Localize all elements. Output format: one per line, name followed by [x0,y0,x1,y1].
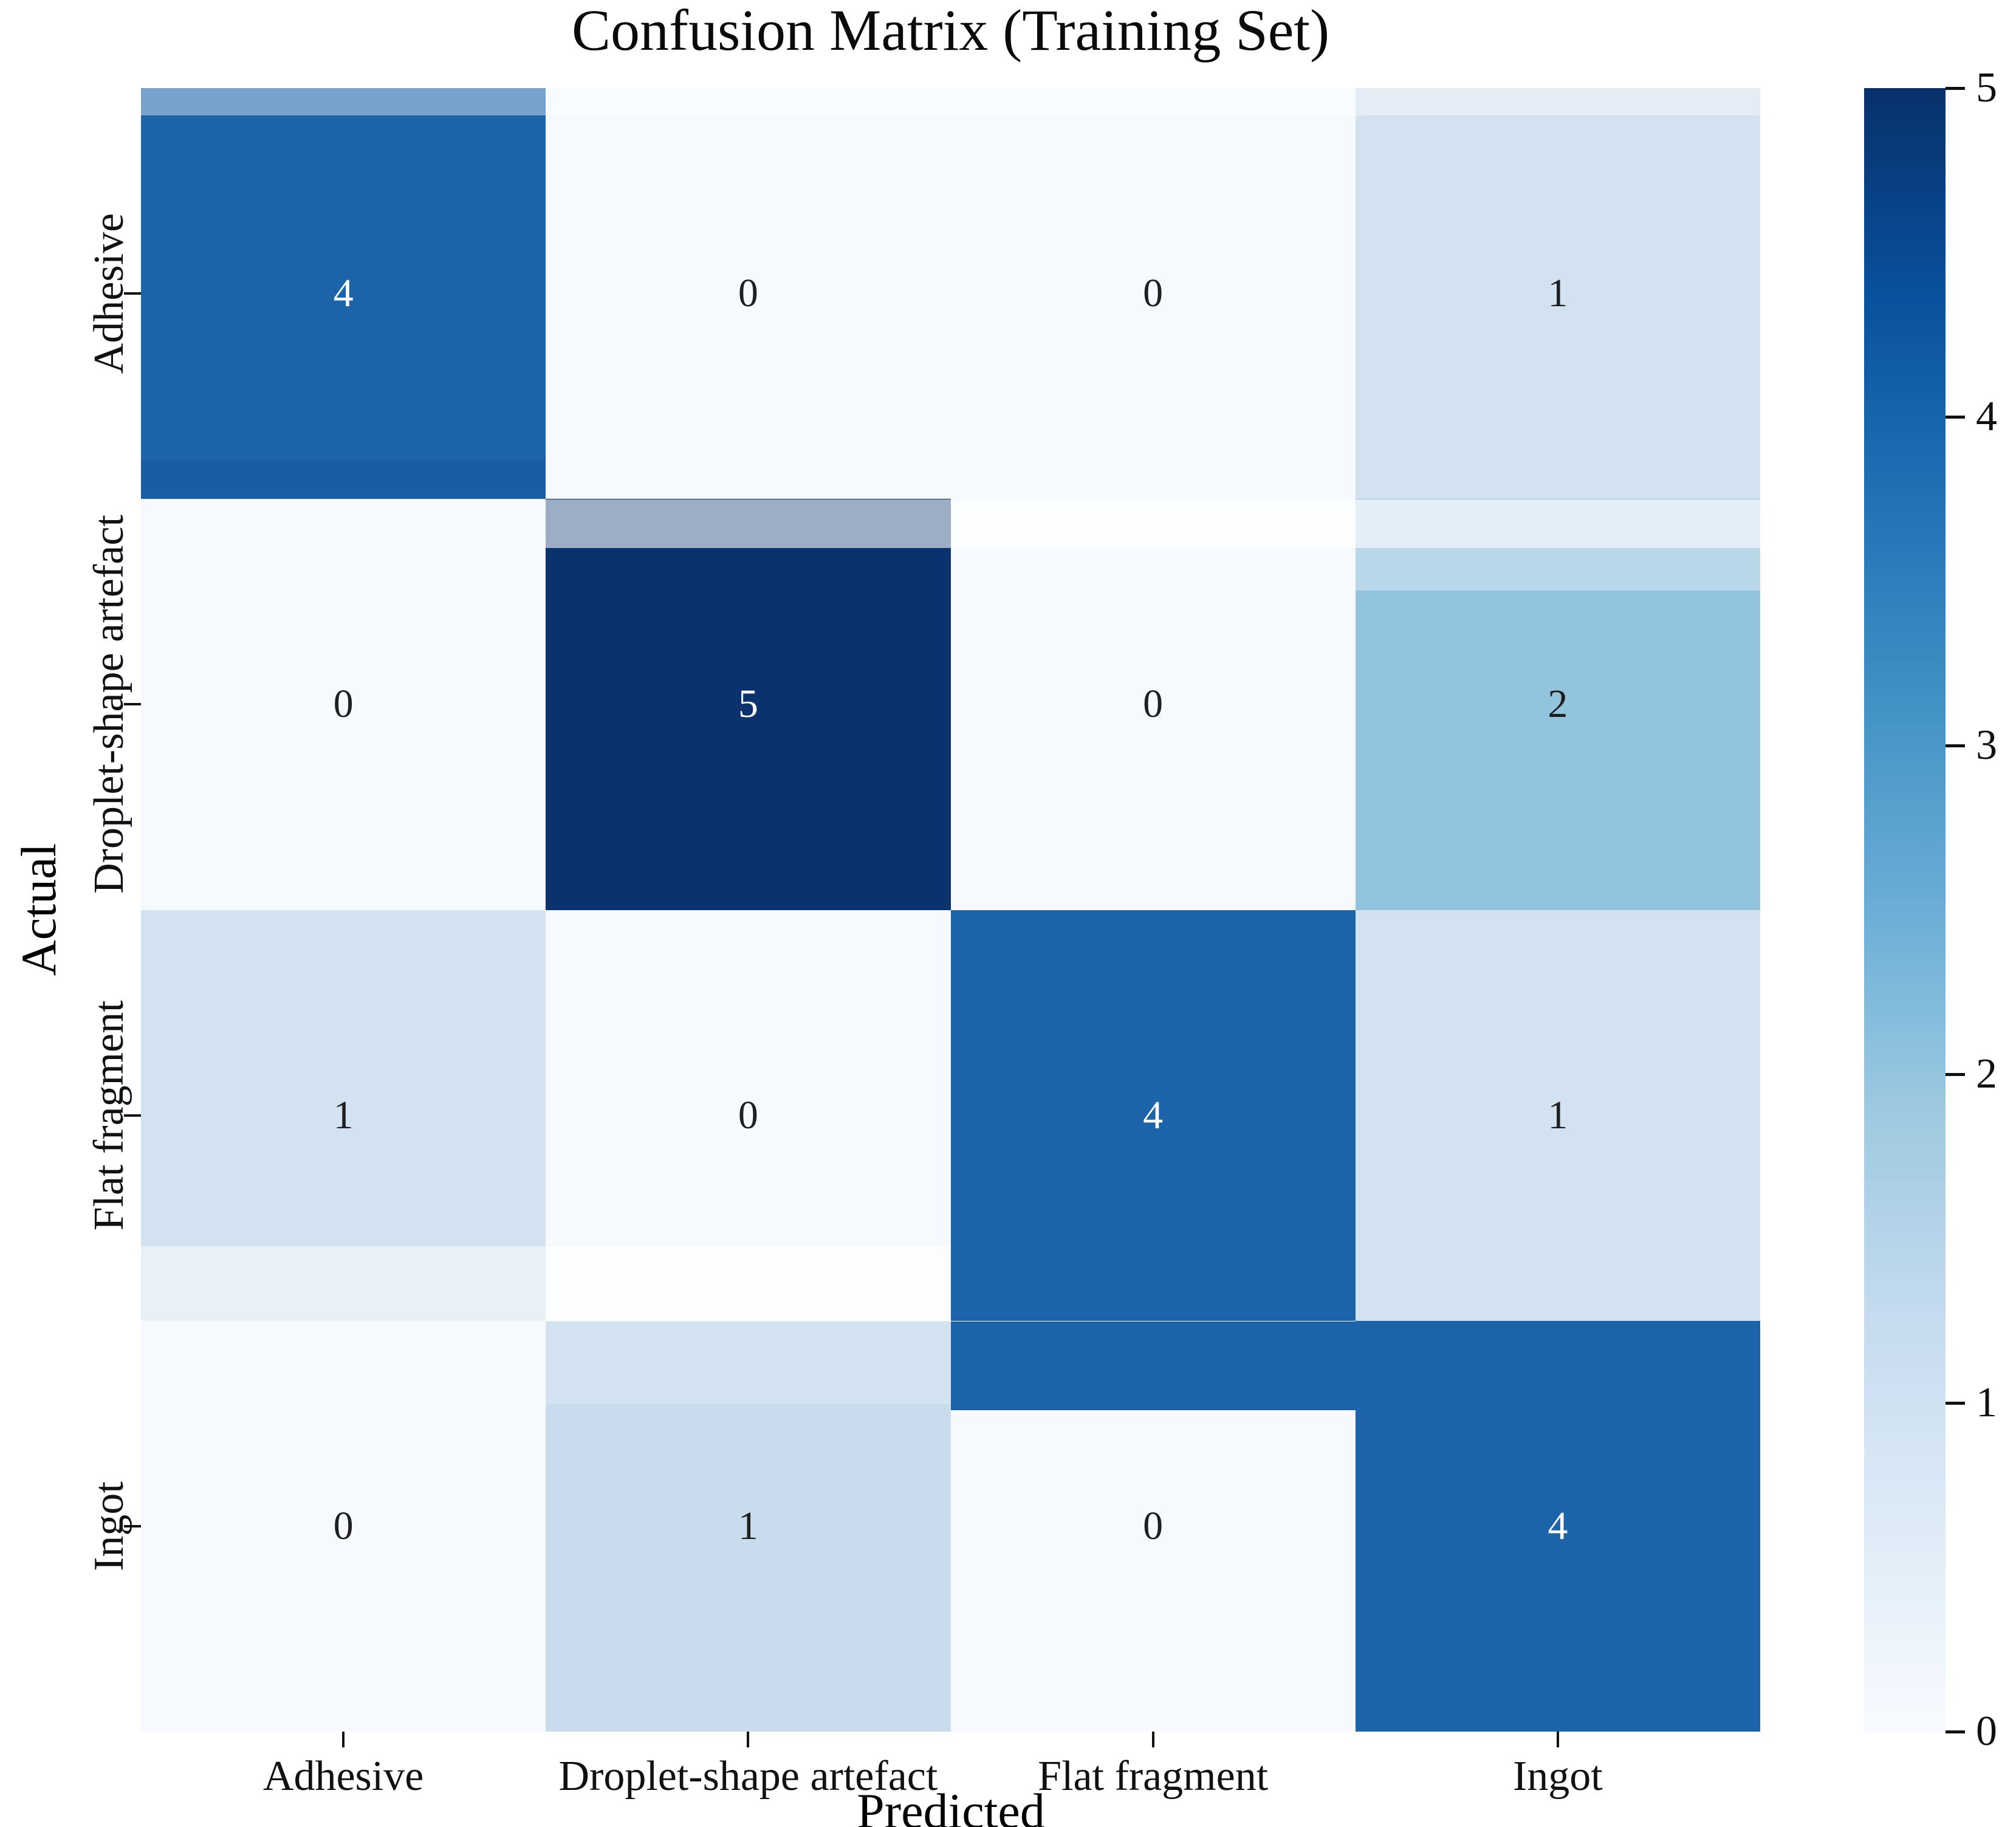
colorbar-tick-label: 5 [1976,64,1997,111]
x-axis-tick-label: Adhesive [262,1753,424,1800]
colorbar-tick-label: 3 [1976,722,1997,769]
matrix-cell-r1c2: 0 [950,499,1356,910]
cell-value: 0 [1143,271,1164,316]
cell-value: 4 [333,271,354,316]
matrix-cell-r1c0: 0 [141,499,546,910]
x-axis-tick-label: Flat fragment [1038,1753,1269,1800]
y-tick-mark [124,292,141,295]
matrix-cell-r2c1: 0 [546,910,951,1321]
matrix-cell-r3c2: 0 [950,1320,1356,1732]
y-axis-label: Actual [11,843,66,976]
matrix-cell-r2c0: 1 [141,910,546,1321]
colorbar-tick-label: 0 [1976,1708,1997,1755]
x-axis-label: Predicted [857,1783,1045,1827]
colorbar-tick-label: 1 [1976,1379,1997,1426]
x-tick-mark [747,1732,750,1747]
matrix-cell-r1c3: 2 [1355,499,1760,910]
y-axis-tick-label: Flat fragment [86,1000,132,1231]
colorbar-tick-mark [1946,1072,1965,1076]
colorbar-tick-mark [1946,86,1965,90]
matrix-cell-r0c1: 0 [546,88,951,499]
matrix-cell-r3c1: 1 [546,1320,951,1732]
matrix-cell-r0c3: 1 [1355,88,1760,499]
cell-value: 0 [1143,1503,1164,1548]
matrix-cell-r2c3: 1 [1355,910,1760,1321]
x-axis-tick-label: Droplet-shape artefact [558,1753,938,1800]
cell-value: 1 [1548,1092,1568,1137]
matrix-cell-r3c3: 4 [1355,1320,1760,1732]
colorbar-tick-label: 2 [1976,1051,1997,1097]
y-axis-tick-label: Droplet-shape artefact [86,515,132,894]
cell-value: 0 [333,682,354,727]
cell-value: 1 [333,1092,354,1137]
y-tick-mark [124,703,141,706]
y-tick-mark [124,1114,141,1117]
cell-value: 1 [738,1503,758,1548]
cell-value: 0 [333,1503,354,1548]
y-tick-mark [124,1524,141,1527]
cell-value: 4 [1143,1092,1164,1137]
colorbar-tick-mark [1946,415,1965,419]
colorbar [1864,88,1946,1732]
x-tick-mark [1556,1732,1559,1747]
y-axis-tick-label: Adhesive [86,213,132,374]
matrix-cell-r2c2: 4 [950,910,1356,1321]
matrix-cell-r3c0: 0 [141,1320,546,1732]
y-axis-tick-label: Ingot [86,1481,132,1571]
x-axis-tick-label: Ingot [1512,1753,1603,1800]
cell-value: 1 [1548,271,1568,316]
x-tick-mark [1151,1732,1154,1747]
cell-value: 0 [738,271,758,316]
chart-title: Confusion Matrix (Training Set) [571,0,1330,63]
cell-value: 0 [1143,682,1164,727]
matrix-cell-r0c0: 4 [141,88,546,499]
colorbar-tick-mark [1946,1730,1965,1733]
x-tick-mark [342,1732,345,1747]
matrix-cell-r0c2: 0 [950,88,1356,499]
colorbar-tick-label: 4 [1976,393,1997,440]
matrix-cell-r1c1: 5 [546,499,951,910]
cell-value: 4 [1548,1503,1568,1548]
colorbar-tick-mark [1946,744,1965,747]
cell-value: 5 [738,682,758,727]
cell-value: 2 [1548,682,1568,727]
colorbar-tick-mark [1946,1401,1965,1405]
cell-value: 0 [738,1092,758,1137]
